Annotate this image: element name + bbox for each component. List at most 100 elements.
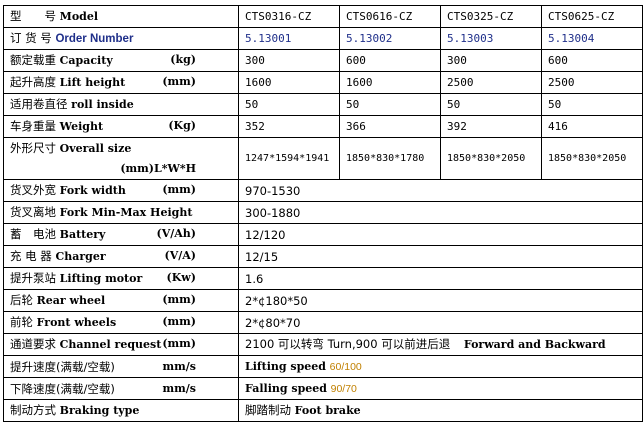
row-label: 车身重量 Weight (Kg) (3, 115, 239, 138)
value-cell: 2500 (541, 71, 643, 94)
header-row: 型 号 Model CTS0316-CZ CTS0616-CZ CTS0325-CZ C… (3, 5, 643, 28)
value-cell: 5.13003 (440, 27, 542, 50)
label-cn: 下降速度(满载/空载) (10, 381, 115, 396)
label-unit: (mm) (162, 337, 196, 350)
value-text: Lifting speed (245, 360, 326, 373)
label-cn: 制动方式 (10, 403, 56, 417)
row-label: 后轮 Rear wheel (mm) (3, 289, 239, 312)
value-cell: 392 (440, 115, 542, 138)
label-cn: 额定载重 (10, 53, 56, 67)
value-cell: 1247*1594*1941 (238, 137, 340, 180)
value-cell: 1600 (339, 71, 441, 94)
value-en: Forward and Backward (463, 338, 606, 351)
value-cell: 300 (440, 49, 542, 72)
label-cn: 订 货 号 (10, 31, 52, 45)
label-en: Braking type (59, 404, 140, 417)
model-cell: CTS0325-CZ (440, 5, 542, 28)
value-text: Falling speed (245, 382, 327, 395)
table-row: 蓄 电池 Battery (V/Ah) 12/120 (3, 223, 643, 246)
value-cell: 416 (541, 115, 643, 138)
value-text: 脚踏制动 (245, 403, 291, 417)
spec-table: 型 号 Model CTS0316-CZ CTS0616-CZ CTS0325-CZ C… (3, 5, 643, 422)
model-cell: CTS0616-CZ (339, 5, 441, 28)
table-row: 起升高度 Lift height (mm) 1600 1600 2500 2500 (3, 71, 643, 94)
label-unit: (mm) (162, 293, 196, 306)
value-text: 970-1530 (245, 183, 301, 198)
value-cell: 50 (238, 93, 340, 116)
table-row: 前轮 Front wheels (mm) 2*¢80*70 (3, 311, 643, 334)
label-unit: (mm) (162, 183, 196, 196)
label-unit: mm/s (162, 359, 197, 373)
value-text: 1.6 (245, 271, 264, 286)
label-cn: 提升泵站 (10, 271, 56, 285)
label-en: Weight (59, 120, 104, 133)
label-en: Channel request (59, 338, 162, 351)
label-en: Rear wheel (36, 294, 106, 307)
value-cell: 5.13004 (541, 27, 643, 50)
value-text: 2100 可以转弯 Turn,900 可以前进后退 (245, 337, 451, 351)
row-label: 蓄 电池 Battery (V/Ah) (3, 223, 239, 246)
model-cell: CTS0625-CZ (541, 5, 643, 28)
row-label: 下降速度(满载/空载) mm/s (3, 377, 239, 400)
label-cn: 后轮 (10, 293, 33, 307)
label-en: Capacity (59, 54, 113, 67)
label-unit: (Kg) (168, 119, 196, 132)
label-en: Fork Min-Max Height (59, 206, 193, 219)
label-en: Lifting motor (59, 272, 143, 285)
value-cell: 12/120 (238, 223, 643, 246)
label-en: Order Number (55, 33, 134, 45)
value-cell: 600 (339, 49, 441, 72)
label-unit: mm/s (162, 381, 197, 395)
table-row: 车身重量 Weight (Kg) 352 366 392 416 (3, 115, 643, 138)
label-unit: (mm) (162, 75, 196, 88)
label-en: Lift height (59, 76, 126, 89)
table-row: 制动方式 Braking type 脚踏制动 Foot brake (3, 399, 643, 422)
value-en: Foot brake (294, 404, 361, 417)
value-cell: 1600 (238, 71, 340, 94)
table-row: 额定载重 Capacity (kg) 300 600 300 600 (3, 49, 643, 72)
row-label: 通道要求 Channel request (mm) (3, 333, 239, 356)
row-label: 货叉离地 Fork Min-Max Height (3, 201, 239, 224)
value-cell: 50 (339, 93, 441, 116)
value-cell: 970-1530 (238, 179, 643, 202)
row-label: 型 号 Model (3, 5, 239, 28)
speed-value: 60/100 (329, 361, 362, 373)
value-cell: 50 (541, 93, 643, 116)
value-cell: 1.6 (238, 267, 643, 290)
row-label: 提升泵站 Lifting motor (Kw) (3, 267, 239, 290)
row-label: 货叉外宽 Fork width (mm) (3, 179, 239, 202)
table-row: 货叉离地 Fork Min-Max Height 300-1880 (3, 201, 643, 224)
table-row: 订 货 号 Order Number 5.13001 5.13002 5.13003 5… (3, 27, 643, 50)
label-unit: (mm) (162, 315, 196, 328)
label-cn: 车身重量 (10, 119, 56, 133)
table-row: 充 电 器 Charger (V/A) 12/15 (3, 245, 643, 268)
value-text: 12/120 (245, 227, 286, 242)
table-row: 后轮 Rear wheel (mm) 2*¢180*50 (3, 289, 643, 312)
value-cell: 5.13001 (238, 27, 340, 50)
value-cell: 脚踏制动 Foot brake (238, 399, 643, 422)
value-cell: Falling speed 90/70 (238, 377, 643, 400)
value-cell: 1850*830*2050 (440, 137, 542, 180)
label-en: Battery (59, 228, 106, 241)
label-unit: (Kw) (166, 271, 196, 284)
table-row: 提升泵站 Lifting motor (Kw) 1.6 (3, 267, 643, 290)
value-cell: 600 (541, 49, 643, 72)
label-cn: 起升高度 (10, 75, 56, 89)
value-cell: 50 (440, 93, 542, 116)
row-label: 订 货 号 Order Number (3, 27, 239, 50)
value-cell: 2*¢80*70 (238, 311, 643, 334)
label-en: roll inside (71, 98, 134, 111)
value-cell: 366 (339, 115, 441, 138)
label-en: Model (59, 10, 99, 23)
value-cell: 300-1880 (238, 201, 643, 224)
value-text: 2*¢180*50 (245, 293, 308, 308)
label-cn: 蓄 电池 (10, 227, 56, 241)
value-cell: 2500 (440, 71, 542, 94)
row-label: 额定载重 Capacity (kg) (3, 49, 239, 72)
table-row: 下降速度(满载/空载) mm/s Falling speed 90/70 (3, 377, 643, 400)
label-en: Front wheels (36, 316, 117, 329)
label-cn: 货叉外宽 (10, 183, 56, 197)
value-cell: 1850*830*2050 (541, 137, 643, 180)
row-label: 起升高度 Lift height (mm) (3, 71, 239, 94)
label-cn: 适用卷直径 (10, 97, 68, 111)
